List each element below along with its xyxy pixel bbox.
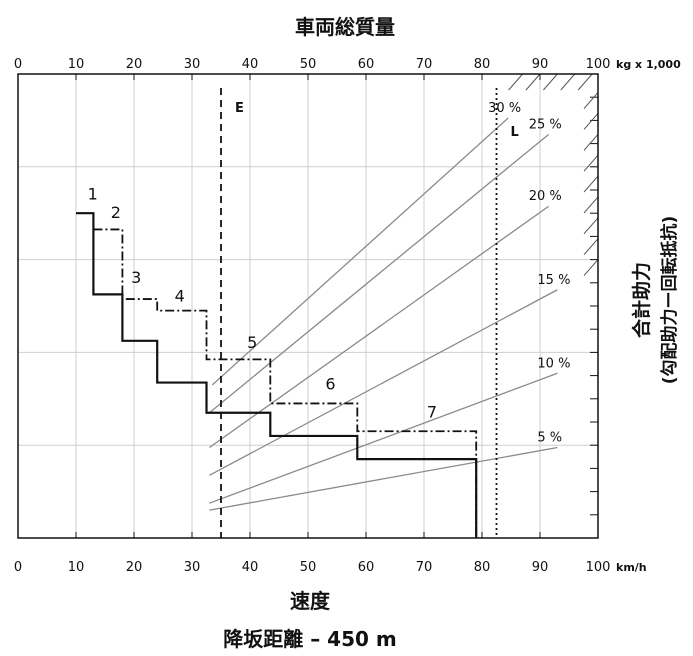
bottom-tick-label: 90 [532, 560, 549, 575]
step-label: 2 [111, 203, 121, 222]
marker-label: L [511, 125, 519, 140]
top-tick-label: 20 [126, 57, 143, 72]
step-label: 1 [88, 184, 98, 203]
bottom-tick-label: 10 [68, 560, 85, 575]
gradient-lines: 30 % 25 % 20 % 15 % 10 % 5 % [208, 101, 570, 511]
hatch-line [583, 259, 599, 276]
step-label: 4 [175, 286, 185, 305]
bottom-axis-title-line2: 降坂距離 – 450 m [223, 627, 396, 651]
bottom-tick-label: 0 [14, 560, 22, 575]
hatch-line [560, 73, 576, 91]
right-axis-title-line2: (勾配助力ー回転抵抗) [659, 216, 680, 385]
top-tick-label: 100 [586, 57, 611, 72]
bottom-tick-label: 40 [242, 560, 259, 575]
gradient-label: 5 % [537, 431, 562, 446]
top-tick-label: 40 [242, 57, 259, 72]
hatch-line [508, 73, 523, 91]
hatch-line [583, 133, 599, 151]
hatch-line [583, 113, 599, 130]
top-axis-unit: kg x 1,000 [616, 58, 681, 71]
bottom-axis-title-line1: 速度 [290, 589, 331, 613]
bottom-axis-unit: km/h [616, 561, 647, 574]
top-tick-label: 10 [68, 57, 85, 72]
bottom-tick-label: 30 [184, 560, 201, 575]
gradient-line [211, 117, 509, 386]
gradient-label: 30 % [488, 101, 521, 116]
series [76, 212, 478, 538]
hatch-line [583, 217, 599, 235]
hatch-line [583, 238, 599, 256]
marker-label: E [235, 101, 244, 116]
step-label: 3 [131, 268, 141, 287]
top-tick-label: 80 [474, 57, 491, 72]
hatch-line [583, 92, 599, 109]
step-label: 6 [325, 375, 335, 394]
step-label: 5 [247, 333, 257, 352]
bottom-tick-labels: 0 10 20 30 40 50 60 70 80 90 100 [14, 96, 611, 575]
hatch-line [583, 175, 599, 193]
gradient-line [209, 289, 558, 476]
hatch-line [525, 73, 541, 91]
step-label: 7 [427, 402, 437, 421]
hatch-region [508, 73, 599, 276]
top-tick-label: 30 [184, 57, 201, 72]
gradient-label: 20 % [529, 189, 562, 204]
hatch-line [543, 73, 558, 91]
top-tick-label: 0 [14, 57, 22, 72]
gradient-label: 15 % [537, 273, 570, 288]
hatch-line [577, 73, 593, 91]
bottom-tick-label: 60 [358, 560, 375, 575]
top-tick-label: 90 [532, 57, 549, 72]
gradient-label: 10 % [537, 356, 570, 371]
plot-frame [17, 73, 599, 539]
gradient-line [208, 133, 550, 414]
step-labels: 12 3 4 5 6 7 [88, 184, 437, 421]
gradient-label: 25 % [529, 117, 562, 132]
hatch-line [583, 196, 599, 214]
grid [18, 74, 598, 538]
gradient-line [209, 372, 558, 504]
top-tick-label: 50 [300, 57, 317, 72]
bottom-tick-label: 50 [300, 560, 317, 575]
markers: EL [220, 88, 519, 538]
hatch-line [583, 154, 599, 172]
gradient-line [209, 446, 558, 511]
right-axis-title-line1: 合計助力 [630, 262, 653, 338]
bottom-tick-label: 80 [474, 560, 491, 575]
top-tick-label: 70 [416, 57, 433, 72]
bottom-tick-label: 20 [126, 560, 143, 575]
bottom-tick-label: 100 [586, 560, 611, 575]
series-dashdot [93, 228, 478, 538]
top-axis-title: 車両総質量 [295, 15, 395, 39]
gradient-line [209, 205, 550, 449]
series-solid [76, 212, 478, 538]
top-tick-label: 60 [358, 57, 375, 72]
top-tick-labels: 0 10 20 30 40 50 60 70 80 90 100 [14, 57, 611, 80]
bottom-tick-label: 70 [416, 560, 433, 575]
